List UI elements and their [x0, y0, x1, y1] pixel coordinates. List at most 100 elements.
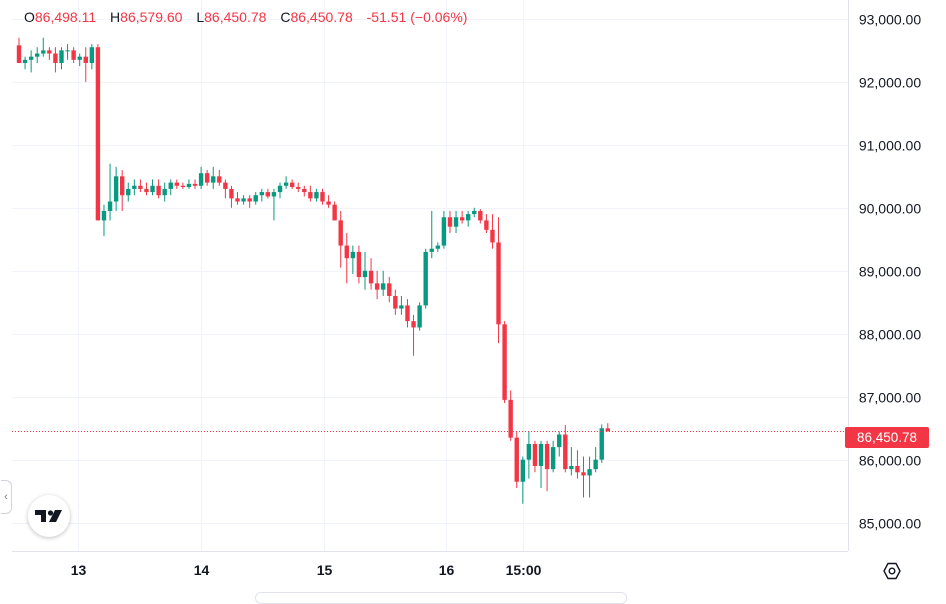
candle: [65, 44, 70, 60]
candle: [417, 302, 422, 331]
high-key: H: [110, 9, 121, 25]
time-tick-label: 13: [71, 562, 87, 578]
candle: [514, 431, 519, 489]
candle-body: [180, 185, 186, 188]
candle: [22, 56, 28, 70]
candle: [593, 447, 598, 473]
candle: [484, 214, 489, 233]
chevron-left-icon[interactable]: ‹: [1, 480, 12, 514]
settings-icon-shape: [883, 562, 901, 580]
candle-body: [575, 465, 580, 473]
candle-body: [399, 305, 404, 309]
tradingview-logo-icon[interactable]: [28, 495, 70, 537]
candle-body: [593, 459, 598, 470]
candle: [605, 423, 610, 432]
candle-body: [563, 434, 568, 470]
candle-body: [381, 283, 386, 290]
candle: [296, 182, 301, 193]
settings-icon[interactable]: [879, 558, 905, 584]
candle-body: [453, 217, 459, 227]
candle: [132, 179, 137, 196]
candle-body: [95, 47, 101, 221]
candle-body: [557, 434, 562, 448]
candle: [581, 456, 586, 498]
candle-body: [459, 217, 465, 221]
candle: [338, 210, 343, 268]
candle: [180, 182, 186, 189]
candle-body: [302, 188, 307, 193]
candle-body: [544, 443, 550, 470]
candle-body: [65, 50, 70, 52]
candle: [314, 188, 319, 202]
price-tick-label: 93,000.00: [859, 12, 921, 28]
candle: [235, 192, 240, 205]
candle-body: [198, 173, 204, 186]
candle-body: [89, 47, 95, 63]
candle-body: [387, 283, 392, 296]
candle-body: [107, 201, 113, 211]
tradingview-logo-mark: [35, 510, 62, 522]
candle-body: [374, 283, 380, 290]
candle-body: [350, 251, 356, 259]
candle-body: [35, 53, 40, 57]
candle-body: [550, 447, 556, 470]
candle-body: [429, 248, 434, 252]
candle: [168, 179, 173, 196]
candle: [356, 245, 362, 284]
candle: [253, 192, 258, 205]
candle: [465, 210, 471, 227]
candle-body: [320, 192, 325, 202]
candle: [526, 431, 532, 479]
candle: [101, 204, 107, 237]
candle: [447, 210, 453, 233]
low-value: 86,450.78: [204, 9, 267, 25]
candle: [302, 185, 307, 197]
candle: [459, 210, 465, 224]
candle: [217, 170, 222, 186]
candle-body: [405, 305, 410, 322]
ohlc-legend: O86,498.11 H86,579.60 L86,450.78 C86,450…: [24, 9, 477, 25]
candle: [399, 295, 404, 315]
candle: [490, 214, 495, 249]
candle: [393, 289, 398, 315]
candle-body: [211, 176, 216, 183]
candle: [28, 50, 34, 73]
candle-body: [484, 220, 489, 230]
price-tick-label: 86,000.00: [859, 453, 921, 469]
candle-body: [478, 210, 483, 221]
candle: [223, 179, 228, 199]
candle: [453, 210, 459, 233]
candle-body: [441, 217, 447, 246]
candle: [241, 195, 246, 205]
candle-body: [587, 469, 592, 476]
candle: [544, 440, 550, 492]
candle-body: [538, 443, 544, 466]
candle: [59, 47, 64, 70]
candle-body: [314, 192, 319, 199]
time-tick-label: 14: [194, 562, 210, 578]
candle-body: [581, 472, 586, 476]
candle-body: [101, 210, 107, 221]
close-key: C: [280, 9, 291, 25]
candle-body: [465, 214, 471, 221]
candle: [198, 166, 204, 189]
candle: [16, 37, 22, 63]
candle-body: [77, 56, 82, 60]
candle-body: [368, 270, 374, 284]
candle-body: [150, 185, 155, 193]
candle-body: [168, 182, 173, 189]
candle: [381, 270, 386, 296]
candle-body: [362, 270, 368, 278]
candle: [429, 210, 434, 259]
candle: [229, 185, 234, 208]
candle: [271, 188, 277, 221]
candle-body: [138, 185, 143, 189]
candle: [308, 185, 313, 202]
candle: [502, 321, 507, 404]
candle-body: [217, 176, 222, 183]
candle-body: [271, 192, 277, 197]
price-tick-label: 92,000.00: [859, 75, 921, 91]
candle: [144, 182, 149, 196]
candle-body: [344, 245, 349, 259]
